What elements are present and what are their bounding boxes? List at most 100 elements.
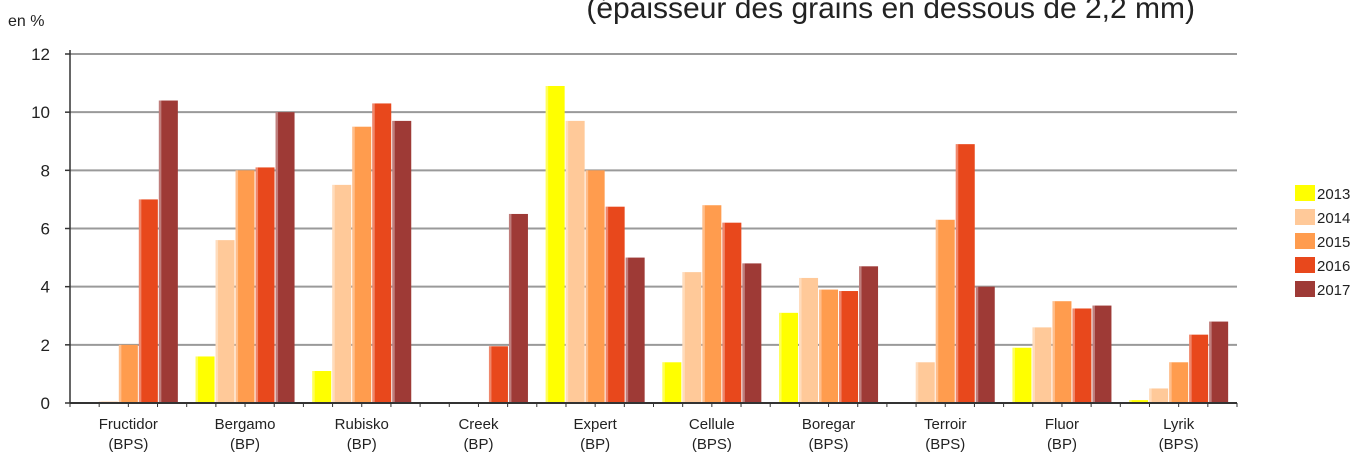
bar-highlight [1052,301,1055,403]
bar-expert-2017 [625,257,645,403]
bar-terroir-2016 [955,144,975,404]
bar-highlight [1169,362,1172,403]
bar-fluor-2016 [1072,308,1092,403]
bar-highlight [839,291,842,403]
bar-fructidor-2016 [138,199,158,403]
y-tick-label: 10 [31,103,50,122]
bar-boregar-2017 [859,266,879,403]
x-axis-labels: Fructidor (BPS) Bergamo (BP) Rubisko (BP) Cree… [99,416,1199,453]
bar-highlight [662,362,665,403]
x-category-label: Cellule [689,416,735,433]
bar-expert-2015 [585,170,605,403]
bar-highlight [1032,327,1035,403]
bar-highlight [158,100,162,404]
bar-fructidor-2015 [118,344,138,403]
bar-fluor-2013 [1012,347,1032,403]
legend: 2013 2014 2015 2016 2017 [1295,185,1350,299]
bar-bergamo-2013 [195,356,215,403]
x-category-label: Expert [573,416,617,433]
y-tick-label: 2 [41,336,50,355]
bar-highlight [1072,308,1075,403]
bar-highlight [1092,305,1095,403]
bar-cellule-2014 [682,272,702,403]
bar-highlight [312,371,315,403]
bar-lyrik-2017 [1209,321,1229,403]
bar-highlight [722,222,725,403]
bar-highlight [702,205,705,403]
chart-title: (épaisseur des grains en dessous de 2,2 … [586,0,1195,25]
bar-highlight [1129,400,1132,403]
x-category-group-label: (BP) [463,436,493,453]
legend-swatch-2016 [1295,257,1315,273]
bar-highlight [372,103,375,404]
x-category-group-label: (BPS) [925,436,965,453]
x-category-label: Lyrik [1163,416,1195,433]
bar-highlight [935,219,939,403]
bar-highlight [859,266,862,403]
bar-highlight [545,85,549,403]
bar-terroir-2015 [935,219,955,403]
bar-rubisko-2016 [372,103,392,404]
y-axis-unit-label: en % [8,13,44,30]
bar-bergamo-2015 [235,170,255,403]
x-category-group-label: (BP) [347,436,377,453]
legend-label-2013: 2013 [1317,186,1350,203]
bar-highlight [819,289,822,403]
bar-lyrik-2016 [1189,334,1209,403]
bar-highlight [235,170,239,403]
x-category-group-label: (BP) [230,436,260,453]
bars [98,85,1229,404]
legend-label-2015: 2015 [1317,234,1350,251]
bar-highlight [215,240,219,403]
legend-swatch-2017 [1295,281,1315,297]
legend-swatch-2014 [1295,209,1315,225]
bar-highlight [742,263,745,403]
legend-swatch-2013 [1295,185,1315,201]
axes [69,50,1238,407]
y-tick-label: 8 [41,161,50,180]
x-category-label: Fluor [1045,416,1079,433]
y-axis-ticks: 0 2 4 6 8 10 12 [31,45,70,413]
bar-cellule-2015 [702,205,722,403]
bar-highlight [799,277,802,403]
bar-creek-2017 [508,213,528,403]
bar-fluor-2014 [1032,327,1052,403]
bar-rubisko-2014 [332,184,352,403]
y-tick-label: 12 [31,45,50,64]
bar-expert-2016 [605,206,625,403]
x-category-group-label: (BP) [580,436,610,453]
bar-terroir-2014 [915,362,935,403]
bar-highlight [508,213,512,403]
bar-cellule-2017 [742,263,762,403]
bar-highlight [1209,321,1212,403]
bar-boregar-2013 [779,312,799,403]
bar-fluor-2017 [1092,305,1112,403]
bar-highlight [332,184,335,403]
x-category-label: Boregar [802,416,855,433]
bar-highlight [585,170,589,403]
x-category-group-label: (BPS) [1159,436,1199,453]
bar-highlight [915,362,919,403]
bar-highlight [682,272,685,403]
x-category-group-label: (BPS) [692,436,732,453]
y-tick-label: 0 [41,394,50,413]
bar-rubisko-2013 [312,371,332,403]
bar-highlight [565,120,569,404]
x-category-group-label: (BPS) [809,436,849,453]
legend-swatch-2015 [1295,233,1315,249]
bar-highlight [275,112,279,404]
bar-highlight [138,199,142,403]
bar-bergamo-2014 [215,240,235,403]
x-category-label: Creek [458,416,499,433]
bar-terroir-2017 [975,286,995,403]
legend-label-2016: 2016 [1317,258,1350,275]
bar-rubisko-2017 [392,120,412,404]
bar-highlight [1012,347,1015,403]
bar-cellule-2013 [662,362,682,403]
x-category-label: Terroir [924,416,967,433]
legend-label-2014: 2014 [1317,210,1350,227]
x-category-group-label: (BPS) [108,436,148,453]
x-category-group-label: (BP) [1047,436,1077,453]
bar-bergamo-2016 [255,167,275,403]
